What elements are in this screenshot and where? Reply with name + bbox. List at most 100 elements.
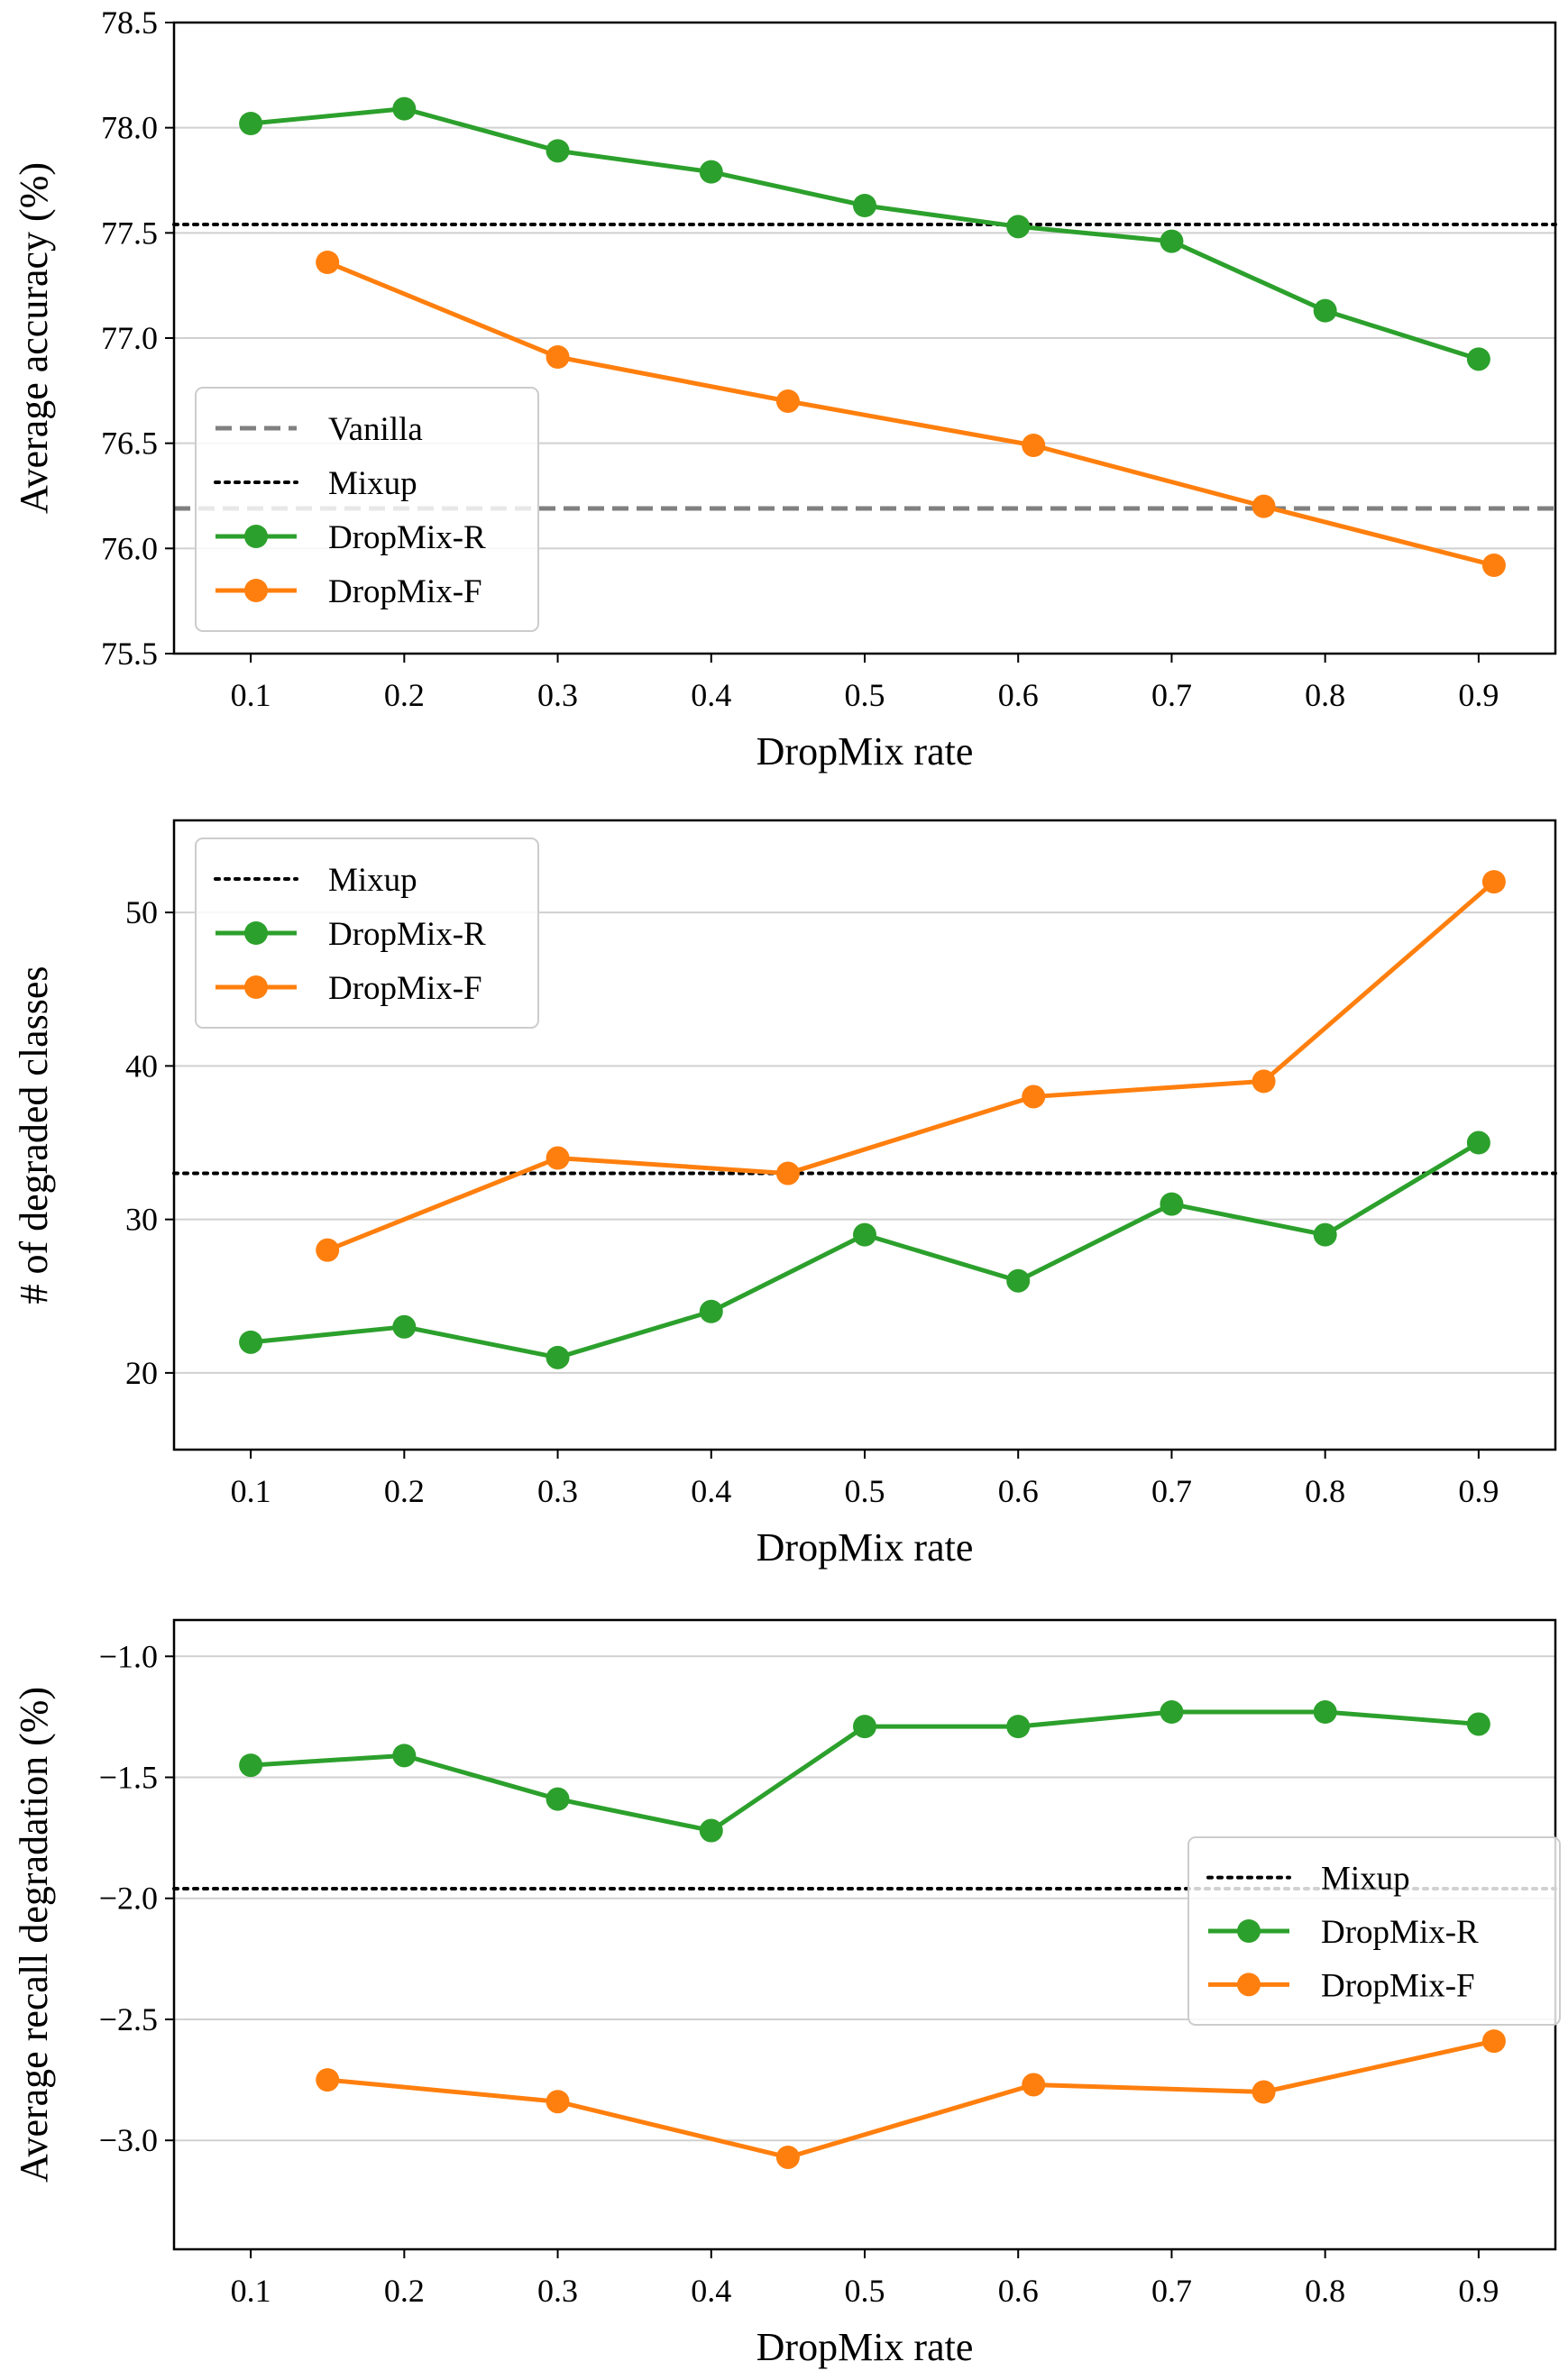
series-line-dropmix-f	[326, 880, 1496, 1253]
data-point-dropmix-f	[546, 345, 570, 369]
data-point-dropmix-r	[853, 1715, 876, 1739]
x-tick-label: 0.1	[231, 2273, 271, 2309]
data-point-dropmix-r	[392, 1314, 417, 1339]
data-point-dropmix-r	[699, 1818, 723, 1843]
data-point-dropmix-r	[1313, 298, 1337, 323]
data-point-dropmix-r	[1466, 347, 1490, 371]
y-tick-label: 77.5	[101, 215, 158, 251]
x-axis-title: DropMix rate	[756, 2325, 974, 2369]
series-line-dropmix-f	[326, 260, 1495, 568]
x-tick-label: 0.7	[1151, 677, 1192, 713]
data-point-dropmix-r	[853, 194, 876, 217]
legend-box	[195, 387, 539, 632]
data-point-dropmix-r	[1160, 229, 1184, 253]
data-point-dropmix-r	[1006, 215, 1031, 239]
chart-panel-1: 75.5 76.0 76.5 77.0 77.5 78.0 78.5 0.1 0.2 0.3 0.4…	[12, 5, 1557, 774]
data-point-dropmix-f	[1252, 2080, 1276, 2104]
data-point-dropmix-r	[1313, 1700, 1337, 1725]
x-tick-label: 0.4	[691, 677, 731, 713]
plot-frame	[172, 819, 1557, 1451]
legend: Vanilla Mixup DropMix-R DropMix-F	[195, 387, 539, 632]
legend-label: Mixup	[328, 862, 417, 899]
y-tick-label: 40	[125, 1048, 158, 1084]
x-axis-title: DropMix rate	[756, 1525, 974, 1570]
x-tick-label: 0.9	[1458, 1473, 1499, 1509]
data-point-dropmix-r	[392, 1744, 417, 1768]
y-tick-label: 76.5	[101, 426, 158, 462]
data-point-dropmix-r	[546, 1787, 570, 1811]
x-tick-label: 0.9	[1458, 2273, 1499, 2309]
data-point-dropmix-f	[546, 2090, 570, 2114]
data-point-dropmix-r	[1160, 1700, 1184, 1725]
x-tick-label: 0.8	[1305, 677, 1345, 713]
legend-marker-dropmix-f	[1237, 1973, 1261, 1997]
x-tick-label: 0.1	[231, 677, 271, 713]
y-tick-label: −2.5	[99, 2001, 158, 2037]
y-tick-label: 77.0	[101, 320, 158, 356]
data-point-dropmix-f	[316, 1238, 340, 1262]
data-point-dropmix-r	[392, 96, 417, 121]
data-point-dropmix-r	[1006, 1715, 1031, 1739]
x-tick-label: 0.7	[1151, 2273, 1192, 2309]
legend-marker-dropmix-r	[244, 921, 268, 945]
y-tick-label: −2.0	[99, 1881, 158, 1917]
data-point-dropmix-r	[1466, 1712, 1490, 1736]
x-tick-label: 0.9	[1458, 677, 1499, 713]
x-tick-label: 0.6	[998, 1473, 1039, 1509]
x-tick-label: 0.3	[537, 2273, 578, 2309]
legend-label: DropMix-R	[328, 916, 486, 953]
data-point-dropmix-f	[775, 1161, 800, 1185]
chart-panel-3: −3.0 −2.5 −2.0 −1.5 −1.0 0.1 0.2 0.3 0.4 0.5 0.6 0.…	[12, 1618, 1561, 2369]
series-line-dropmix-r	[250, 106, 1480, 362]
y-axis-title: Average recall degradation (%)	[12, 1687, 56, 2183]
legend-label: DropMix-F	[328, 970, 482, 1007]
y-tick-label: 78.0	[101, 110, 158, 146]
plot-frame	[172, 21, 1557, 655]
y-tick-label: −1.5	[99, 1760, 158, 1796]
x-tick-label: 0.6	[998, 677, 1039, 713]
x-tick-label: 0.7	[1151, 1473, 1192, 1509]
x-tick-label: 0.2	[384, 2273, 425, 2309]
data-point-dropmix-f	[546, 1146, 570, 1170]
legend-label: DropMix-F	[328, 573, 482, 610]
legend-label: Mixup	[1321, 1861, 1410, 1898]
data-point-dropmix-r	[239, 112, 263, 135]
legend-box	[195, 838, 539, 1029]
data-point-dropmix-f	[1252, 494, 1276, 518]
chart-panel-2: 20 30 40 50 0.1 0.2 0.3 0.4 0.5 0.6 0.7 0.8 0.9 DropM…	[12, 819, 1557, 1570]
x-tick-label: 0.4	[691, 1473, 731, 1509]
legend-marker-dropmix-f	[244, 975, 268, 999]
data-point-dropmix-f	[775, 2145, 800, 2169]
data-point-dropmix-r	[239, 1753, 263, 1778]
x-tick-label: 0.8	[1305, 2273, 1345, 2309]
data-point-dropmix-r	[1466, 1130, 1490, 1155]
x-tick-label: 0.1	[231, 1473, 271, 1509]
data-point-dropmix-r	[1313, 1222, 1337, 1247]
legend-label: DropMix-R	[328, 519, 486, 556]
data-point-dropmix-f	[1481, 2029, 1506, 2054]
data-point-dropmix-r	[853, 1222, 876, 1247]
legend: Mixup DropMix-R DropMix-F	[195, 838, 539, 1029]
legend-marker-dropmix-r	[1237, 1919, 1261, 1943]
data-point-dropmix-f	[1481, 554, 1506, 577]
data-point-dropmix-f	[1022, 1085, 1046, 1109]
x-tick-label: 0.5	[845, 677, 885, 713]
legend: Mixup DropMix-R DropMix-F	[1187, 1836, 1561, 2026]
data-point-dropmix-f	[775, 389, 800, 413]
data-point-dropmix-r	[239, 1330, 263, 1354]
y-tick-label: 50	[125, 894, 158, 930]
legend-label: DropMix-R	[1321, 1914, 1479, 1951]
data-point-dropmix-r	[699, 1299, 723, 1323]
data-point-dropmix-f	[1252, 1069, 1276, 1094]
x-axis-title: DropMix rate	[756, 729, 974, 774]
x-tick-label: 0.4	[691, 2273, 731, 2309]
legend-label: Vanilla	[328, 411, 423, 448]
data-point-dropmix-r	[546, 1345, 570, 1369]
data-point-dropmix-f	[1022, 434, 1046, 457]
y-axis-title: Average accuracy (%)	[12, 162, 56, 514]
y-tick-label: 76.0	[101, 530, 158, 566]
y-tick-label: −1.0	[99, 1638, 158, 1674]
legend-label: Mixup	[328, 465, 417, 502]
y-axis-title: # of degraded classes	[12, 966, 56, 1304]
